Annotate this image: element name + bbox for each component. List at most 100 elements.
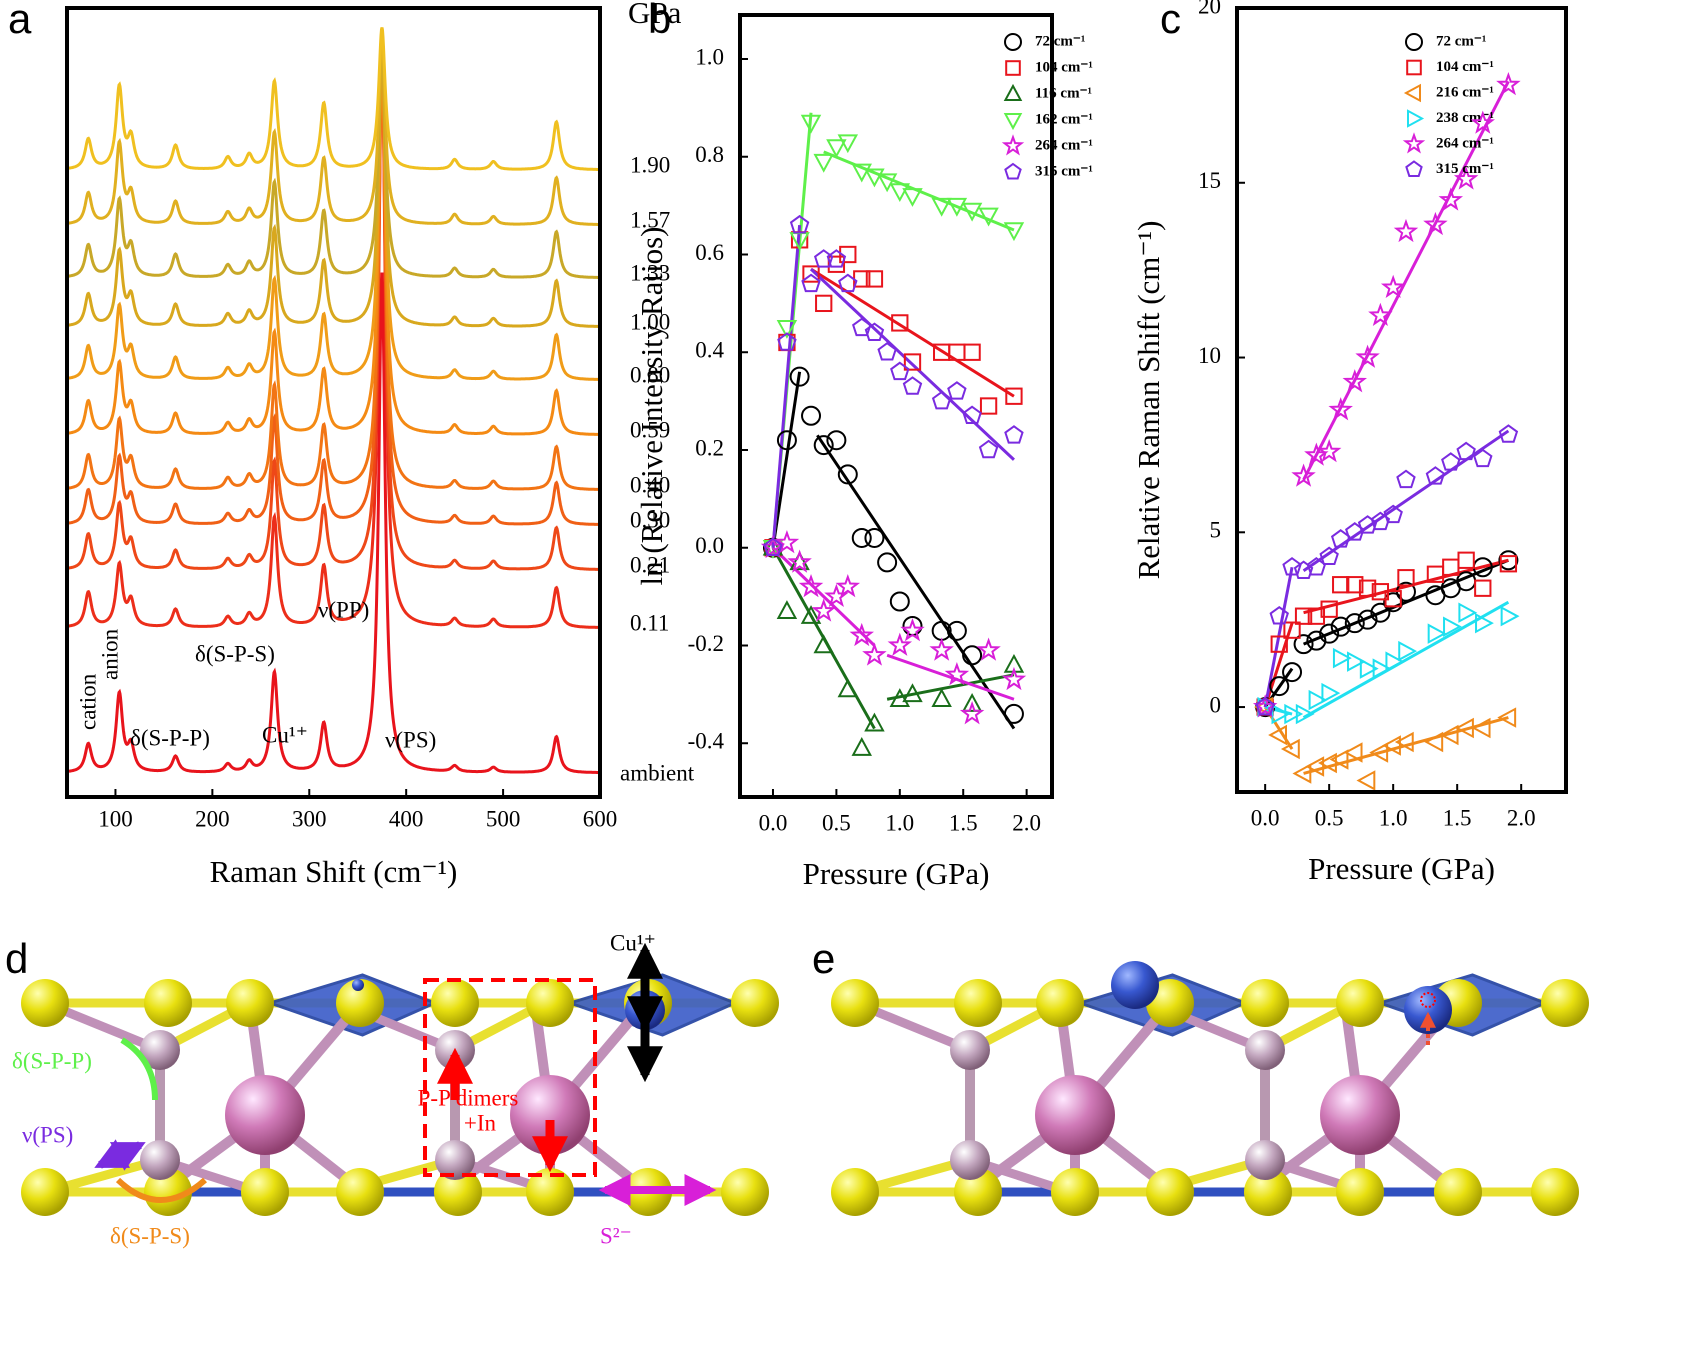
legend-marker (1005, 60, 1021, 76)
point (800, 605, 822, 624)
atom (1035, 1075, 1115, 1155)
y-tick-label: 0.4 (695, 338, 724, 363)
legend-label: 315 cm⁻¹ (1035, 163, 1093, 179)
y-tick-label: -0.2 (688, 631, 724, 656)
atom (526, 1168, 574, 1216)
point (1357, 609, 1378, 630)
spectrum (67, 41, 599, 526)
spectrum (67, 37, 599, 328)
structure-label: Cu¹⁺ (610, 930, 656, 955)
atom (336, 979, 384, 1027)
point (1398, 640, 1418, 662)
structure-label: ν(PS) (22, 1122, 73, 1147)
point (1358, 579, 1377, 597)
structure (21, 973, 779, 1216)
y-tick-label: 10 (1198, 343, 1221, 368)
spectrum (67, 41, 599, 491)
y-tick-label: 0.0 (695, 533, 724, 558)
point (1347, 651, 1366, 672)
fit-line (886, 653, 1015, 701)
fit-line (1303, 558, 1509, 615)
y-tick-label: 20 (1198, 0, 1221, 18)
fit-line (771, 371, 802, 548)
point (961, 693, 983, 712)
point (837, 678, 859, 698)
point (837, 464, 858, 485)
point (800, 114, 822, 134)
point (1271, 703, 1291, 725)
point (774, 529, 800, 554)
point (1438, 187, 1464, 211)
point (864, 322, 885, 341)
point (1293, 560, 1314, 580)
point (978, 439, 999, 459)
point (1471, 717, 1491, 739)
atom (1434, 1168, 1482, 1216)
point (1383, 504, 1403, 524)
series-label: 0.11 (630, 610, 669, 635)
plot-frame (65, 6, 602, 799)
atom (950, 1030, 990, 1070)
point (1453, 166, 1479, 190)
point (789, 366, 810, 387)
point (802, 265, 820, 283)
legend-marker (1001, 134, 1025, 156)
point (890, 361, 910, 381)
point (864, 168, 885, 188)
point (1328, 397, 1353, 421)
atom (225, 1075, 305, 1155)
atom (434, 1168, 482, 1216)
atom (352, 979, 364, 991)
structure-label: δ(S-P-S) (110, 1223, 190, 1248)
point (1355, 344, 1380, 368)
atom (731, 979, 779, 1027)
atom (721, 1168, 769, 1216)
annotation: ν(PP) (318, 597, 369, 622)
panel-label: d (5, 935, 28, 982)
y-tick-label: 0 (1210, 692, 1222, 717)
point (789, 551, 810, 571)
x-axis-label: Pressure (GPa) (803, 856, 990, 891)
point (1497, 707, 1517, 728)
point (1306, 630, 1327, 651)
point (864, 527, 885, 548)
point (1393, 218, 1419, 243)
point (852, 317, 872, 337)
point (1496, 72, 1521, 96)
panel-label: b (648, 0, 671, 42)
structure-label: S²⁻ (600, 1223, 632, 1248)
spectrum (67, 35, 599, 279)
atom (831, 1168, 879, 1216)
point (900, 617, 925, 642)
x-tick-label: 0.0 (1251, 805, 1280, 830)
point (962, 645, 983, 666)
point (1441, 452, 1461, 471)
point (813, 435, 834, 456)
legend-title: GPa (628, 0, 682, 30)
point (1342, 369, 1368, 393)
atom (21, 1168, 69, 1216)
point (835, 573, 861, 598)
spectrum (67, 39, 600, 436)
point (1269, 676, 1290, 697)
spectrum (67, 39, 599, 381)
point (1255, 696, 1275, 716)
legend-label: 72 cm⁻¹ (1035, 33, 1085, 49)
point (813, 634, 834, 654)
x-tick-label: 0.0 (759, 810, 788, 835)
fit-line (1302, 80, 1510, 481)
series-label: 0.40 (630, 472, 670, 497)
point (811, 598, 836, 622)
panel-label: c (1160, 0, 1181, 42)
point (1423, 211, 1448, 236)
y-tick-label: 15 (1198, 168, 1221, 193)
point (826, 139, 847, 159)
legend-label: 104 cm⁻¹ (1035, 59, 1093, 75)
legend-label: 116 cm⁻¹ (1035, 85, 1092, 101)
legend-marker (1004, 162, 1022, 180)
point (944, 661, 970, 686)
x-tick-label: 200 (195, 806, 230, 831)
y-tick-label: -0.4 (688, 729, 725, 754)
series-label: 1.90 (630, 152, 670, 177)
atom (435, 1140, 475, 1180)
